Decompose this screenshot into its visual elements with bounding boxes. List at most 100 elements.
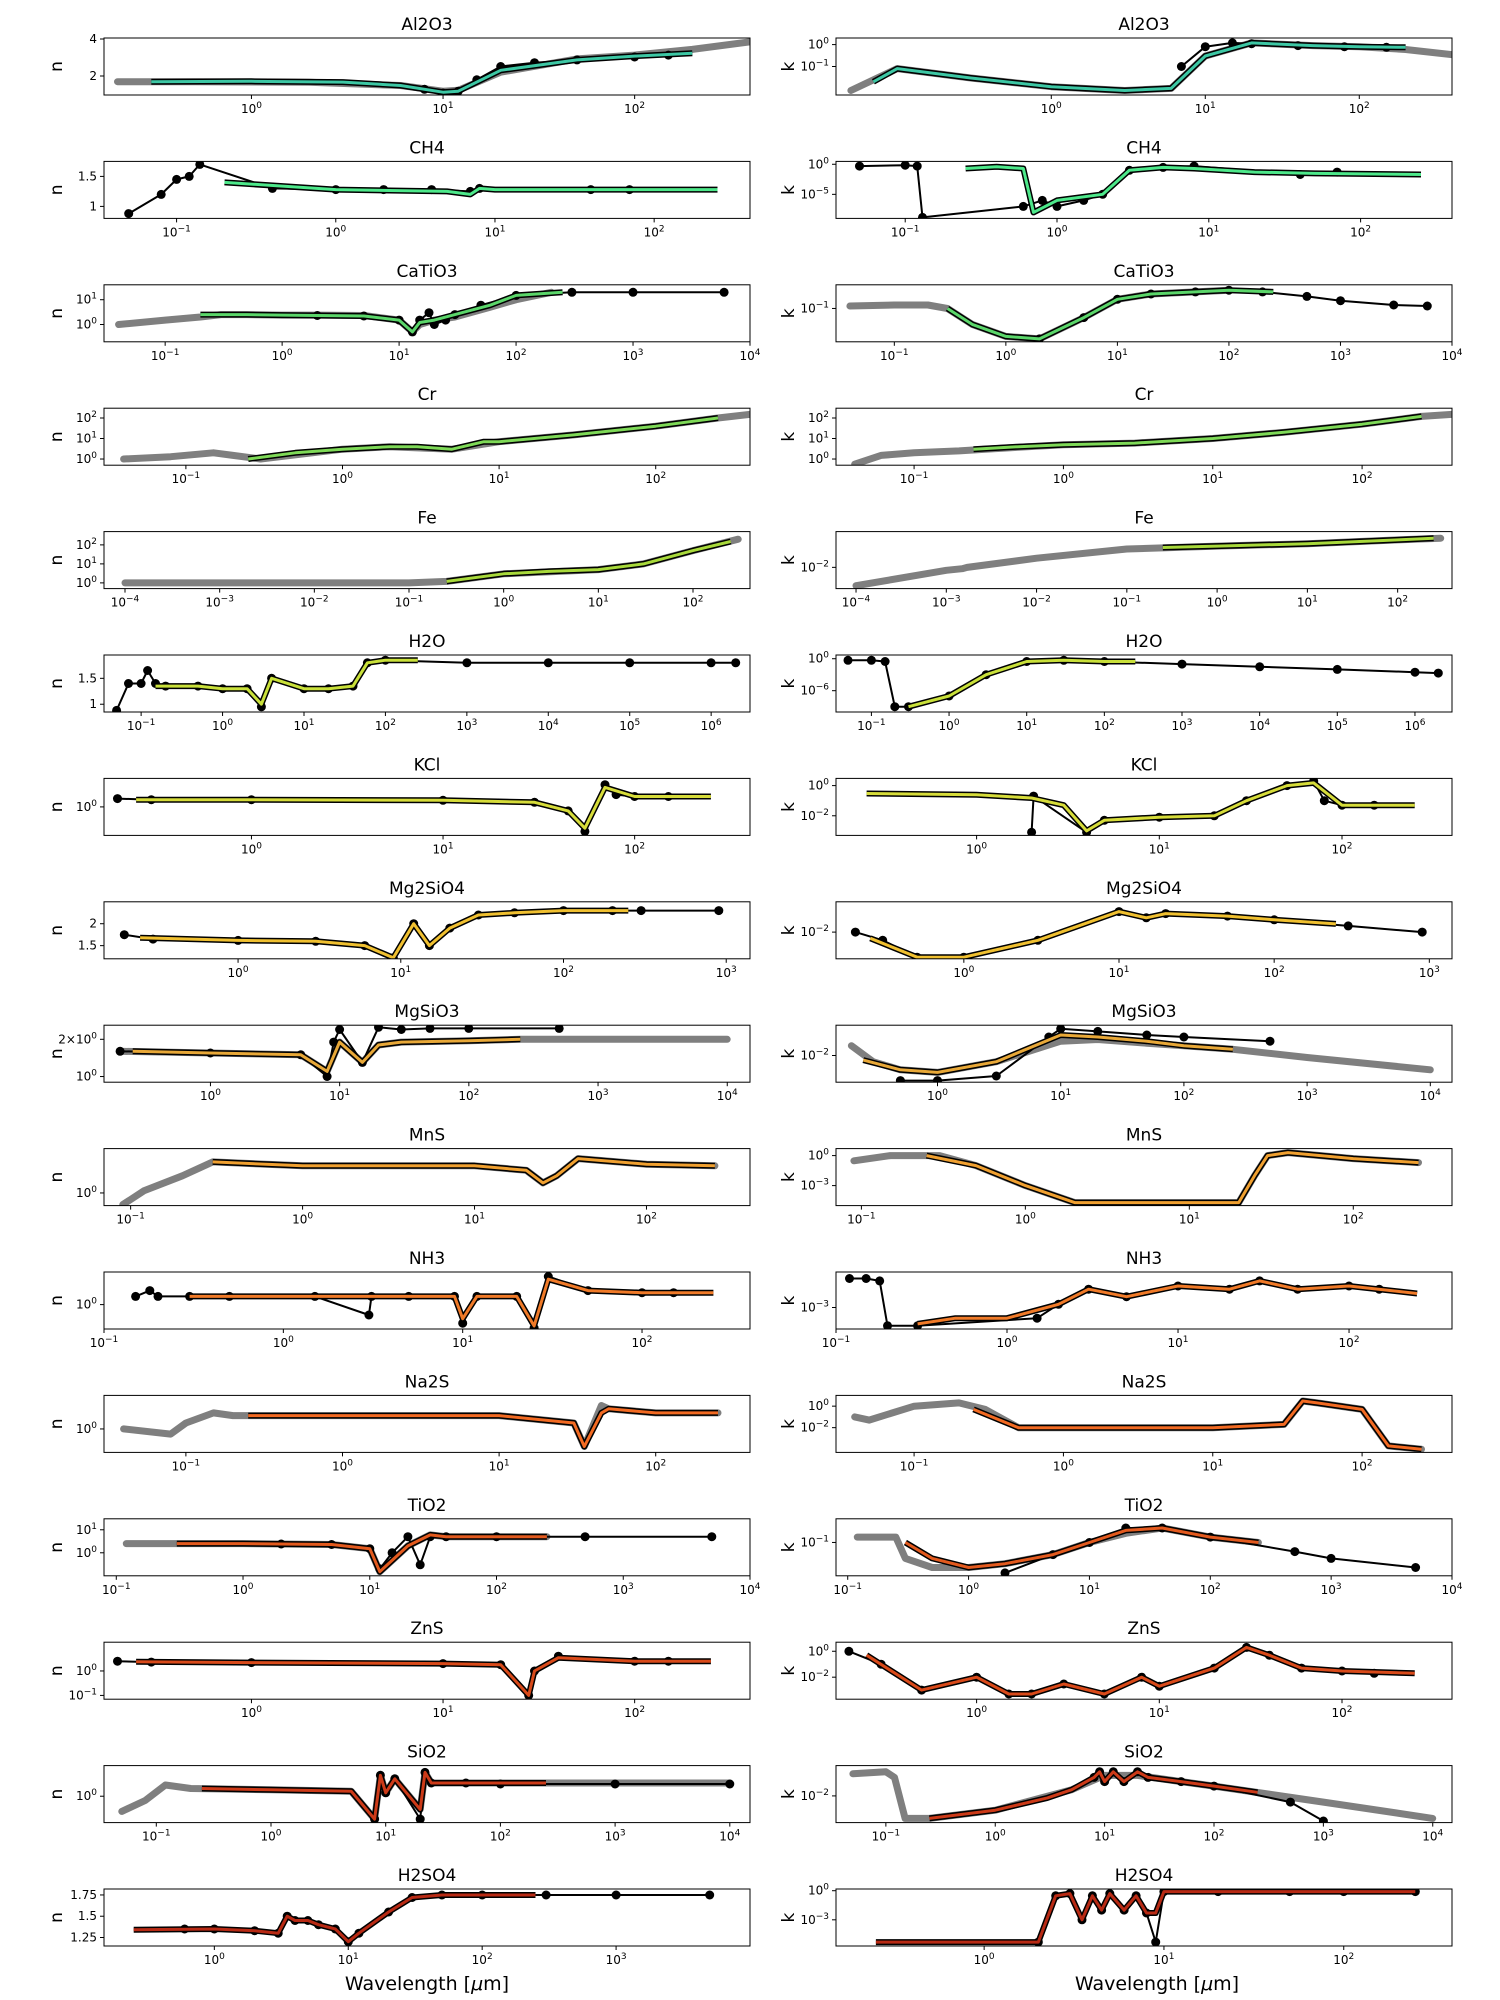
plot-area [850,907,1427,959]
plot-area [845,1274,1418,1329]
data-point [172,174,182,184]
series-fit-outline [140,907,629,959]
data-point [156,189,166,199]
data-point [464,1025,474,1033]
x-tick-label: 100 [1041,101,1062,116]
data-point [1176,62,1186,71]
series-data-line [135,1275,674,1329]
panel-mgsio3-k: 100 101 102 103 104 10−2 MgSiO3 k [779,1002,1453,1103]
x-tick-label: 103 [1321,1582,1342,1597]
data-point [403,1532,413,1542]
x-tick-label: 102 [1352,1458,1373,1473]
y-axis-label: k [779,555,799,565]
plot-area [851,410,1452,466]
panel-na2s-k: 10−1 100 101 102 10−2 100 Na2S k [779,1372,1453,1473]
y-axis-label: n [47,1419,67,1430]
y-axis-label: n [47,678,67,689]
x-tick-label: 101 [1168,1335,1189,1350]
data-point [844,1646,854,1656]
axes-frame [103,901,751,960]
axes-frame [835,407,1453,466]
x-tick-label: 104 [717,1088,738,1103]
panel-mg2sio4-k: 100 101 102 103 10−2 Mg2SiO4 k [779,879,1453,980]
x-tick-label: 10−1 [127,718,156,733]
x-tick-label: 10−3 [205,595,234,610]
panel-h2so4-k: 100 101 102 10−3 100 H2SO4 k [779,1866,1453,1967]
y-tick-label: 100 [808,37,829,52]
y-tick-label: 2 [89,69,97,83]
y-tick-label: 100 [808,1148,829,1163]
y-tick-label: 10−2 [800,808,829,823]
x-tick-label: 102 [644,224,665,239]
series-fit-line [200,290,563,334]
x-tick-label: 101 [452,1335,473,1350]
y-tick-label: 2 [89,917,97,931]
panel-title: Cr [1135,385,1154,405]
x-tick-label: 100 [997,1335,1018,1350]
x-tick-label: 102 [624,841,645,856]
x-tick-label: 100 [974,1952,995,1967]
x-tick-label: 102 [632,1335,653,1350]
x-tick-label: 101 [464,1212,485,1227]
data-point [136,679,146,688]
x-tick-label: 103 [606,1952,627,1967]
data-point [124,209,134,219]
y-tick-label: 100 [76,575,97,590]
data-point [880,657,890,666]
x-tick-label: 101 [359,1582,380,1597]
y-tick-label: 100 [76,1788,97,1803]
data-point [335,1025,345,1034]
x-tick-label: 103 [588,1088,609,1103]
panel-cr-n: 10−1 100 101 102 100 101 102 Cr n [47,385,751,486]
panel-title: MgSiO3 [1111,1002,1176,1022]
series-grey-line [846,286,1233,342]
data-point [1343,921,1353,931]
x-tick-label: 100 [927,1088,948,1103]
axes-frame [835,1641,1453,1700]
y-axis-label: k [779,61,799,71]
y-tick-label: 1.5 [78,169,97,183]
y-axis-label: k [779,1666,799,1676]
series-fit-line [869,910,1336,959]
panel-fe-n: 10−4 10−3 10−2 10−1 100 101 102 100 101 102 Fe n [47,509,751,610]
y-axis-label: k [779,1789,799,1799]
data-point [1410,667,1420,677]
x-tick-label: 101 [433,841,454,856]
x-tick-label: 102 [472,1952,493,1967]
data-point [143,666,153,675]
axes-frame [103,37,751,96]
plot-area [846,285,1432,342]
y-tick-label: 1 [89,199,97,213]
x-tick-label: 106 [701,718,722,733]
panel-title: SiO2 [1124,1743,1164,1763]
panel-title: Mg2SiO4 [1106,879,1182,899]
x-tick-label: 101 [1149,1705,1170,1720]
data-point [567,287,577,297]
x-tick-label: 100 [985,1829,1006,1844]
series-fit-line [973,414,1422,451]
panel-title: KCl [414,755,441,775]
y-tick-label: 100 [76,1069,97,1084]
series-fit-line [132,1037,521,1073]
y-axis-label: n [47,1912,67,1923]
series-fit-line [926,1151,1419,1205]
series-data-line [281,1535,712,1570]
axes-frame [835,1888,1453,1947]
series-grey-line [120,410,750,463]
data-point [1000,1568,1010,1576]
x-tick-label: 102 [375,718,396,733]
x-tick-label: 102 [486,1582,507,1597]
x-tick-label: 100 [332,471,353,486]
series-fit-line [865,1645,1415,1696]
panel-mg2sio4-n: 100 101 102 103 1.5 2 Mg2SiO4 n [47,879,751,980]
data-point [119,930,129,940]
x-tick-label: 101 [1153,1952,1174,1967]
y-axis-label: k [779,308,799,318]
series-fit-line [176,1533,547,1574]
x-tick-label: 101 [484,224,505,239]
series-fit-line [140,909,629,959]
x-tick-label: 100 [966,841,987,856]
axes-frame [103,654,751,713]
panel-title: Al2O3 [401,15,452,35]
series-fit-line [189,1277,714,1328]
